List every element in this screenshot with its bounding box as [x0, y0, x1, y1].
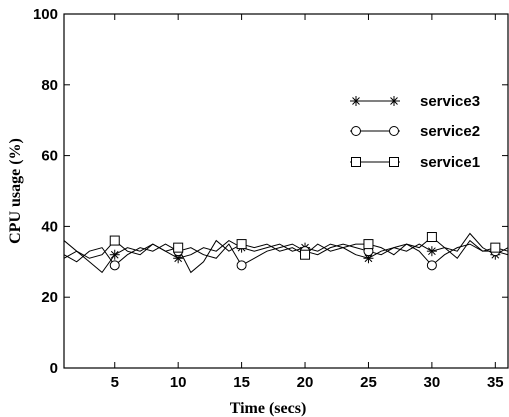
- data-point-service3: [109, 249, 120, 260]
- x-axis-title: Time (secs): [230, 400, 307, 417]
- y-axis-title: CPU usage (%): [7, 138, 24, 244]
- data-point-service1: [490, 242, 501, 253]
- y-tick-label: 100: [33, 6, 58, 23]
- x-tick-label: 15: [233, 374, 250, 391]
- legend-marker: [351, 157, 361, 167]
- y-axis-ticks: 0 20 40 60 80 100: [33, 6, 508, 377]
- data-point-service2: [426, 260, 437, 271]
- legend-entry-service1: service1: [350, 154, 480, 171]
- y-tick-label: 20: [41, 289, 58, 306]
- legend: service3 service2 service1: [350, 93, 480, 171]
- data-point-service2: [109, 260, 120, 271]
- data-point-service3: [426, 246, 437, 257]
- legend-label: service1: [420, 154, 480, 171]
- x-tick-label: 30: [424, 374, 441, 391]
- data-point-service1: [300, 249, 311, 260]
- x-tick-label: 20: [297, 374, 314, 391]
- y-tick-label: 80: [41, 77, 58, 94]
- data-point-service1: [236, 239, 247, 250]
- legend-marker: [389, 126, 399, 136]
- series-line-service3: [63, 232, 509, 274]
- legend-marker: [389, 96, 399, 106]
- data-point-service1: [173, 242, 184, 253]
- data-point-service1: [109, 235, 120, 246]
- y-tick-label: 60: [41, 148, 58, 165]
- x-axis-ticks: 5 10 15 20 25 30 35: [111, 14, 504, 391]
- data-point-service1: [426, 232, 437, 243]
- series-line-service1: [63, 236, 509, 274]
- x-tick-label: 25: [360, 374, 377, 391]
- x-tick-label: 10: [170, 374, 187, 391]
- legend-label: service2: [420, 123, 480, 140]
- legend-marker: [351, 96, 361, 106]
- legend-label: service3: [420, 93, 480, 110]
- y-tick-label: 0: [50, 360, 58, 377]
- legend-marker: [351, 126, 361, 136]
- x-tick-label: 5: [111, 374, 119, 391]
- legend-entry-service2: service2: [350, 123, 480, 140]
- y-tick-label: 40: [41, 218, 58, 235]
- x-tick-label: 35: [487, 374, 504, 391]
- legend-marker: [389, 157, 399, 167]
- series-layer: [63, 232, 509, 274]
- plot-frame: [63, 13, 509, 369]
- data-point-service1: [363, 239, 374, 250]
- legend-entry-service3: service3: [350, 93, 480, 110]
- data-point-service2: [236, 260, 247, 271]
